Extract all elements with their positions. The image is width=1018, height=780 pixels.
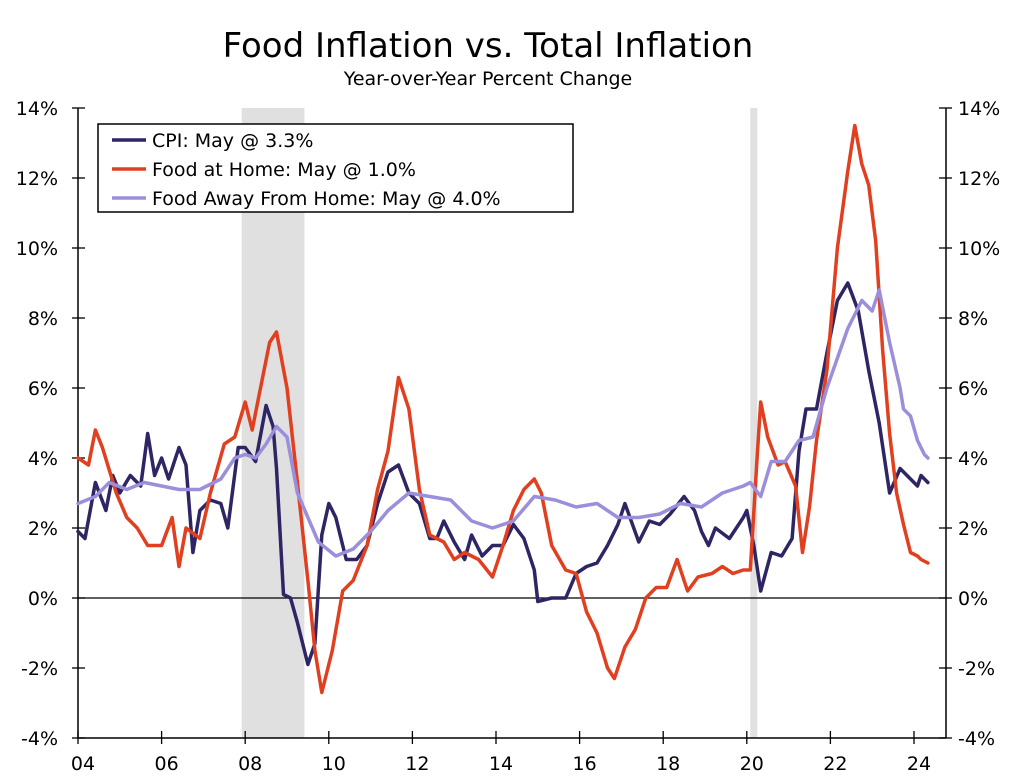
series-line <box>76 288 930 558</box>
chart-title: Food Inflation vs. Total Inflation <box>223 26 754 66</box>
series-lines <box>76 123 930 695</box>
x-tick-label: 12 <box>405 753 429 775</box>
y-tick-label-left: 4% <box>28 448 58 470</box>
recession-band <box>750 108 758 738</box>
x-tick-label: 04 <box>71 753 95 775</box>
y-tick-label-left: 10% <box>16 238 58 260</box>
y-tick-label-right: 4% <box>958 448 988 470</box>
x-tick-label: 24 <box>907 753 931 775</box>
y-tick-label-left: -2% <box>21 658 58 680</box>
y-tick-label-right: 12% <box>958 168 1000 190</box>
chart-subtitle: Year-over-Year Percent Change <box>343 68 633 90</box>
y-tick-label-left: 6% <box>28 378 58 400</box>
y-tick-label-left: 14% <box>16 98 58 120</box>
legend-label: CPI: May @ 3.3% <box>152 130 313 152</box>
series-line <box>76 281 930 667</box>
x-tick-label: 22 <box>823 753 847 775</box>
x-tick-label: 20 <box>740 753 764 775</box>
legend-label: Food Away From Home: May @ 4.0% <box>152 188 501 210</box>
legend-box <box>97 123 574 213</box>
y-tick-label-right: 10% <box>958 238 1000 260</box>
y-tick-label-right: 2% <box>958 518 988 540</box>
legend-label: Food at Home: May @ 1.0% <box>152 159 416 181</box>
x-tick-label: 10 <box>322 753 346 775</box>
y-tick-label-right: 6% <box>958 378 988 400</box>
y-tick-label-left: 0% <box>28 588 58 610</box>
x-tick-label: 08 <box>238 753 262 775</box>
y-tick-label-left: -4% <box>21 728 58 750</box>
y-tick-label-right: -2% <box>958 658 995 680</box>
y-tick-label-left: 12% <box>16 168 58 190</box>
x-tick-label: 18 <box>656 753 680 775</box>
y-tick-label-left: 8% <box>28 308 58 330</box>
y-tick-label-right: 0% <box>958 588 988 610</box>
axes: 14% 14% 12% 12% 10% 10% 8% 8% 6% 6% 4% 4% 2% 2% 0% 0% -2… <box>16 98 1000 775</box>
series-line <box>76 123 930 695</box>
y-tick-label-right: 14% <box>958 98 1000 120</box>
x-tick-label: 06 <box>155 753 179 775</box>
x-tick-label: 16 <box>573 753 597 775</box>
y-tick-label-left: 2% <box>28 518 58 540</box>
y-tick-label-right: -4% <box>958 728 995 750</box>
x-tick-label: 14 <box>489 753 513 775</box>
y-tick-label-right: 8% <box>958 308 988 330</box>
legend: CPI: May @ 3.3% Food at Home: May @ 1.0% F… <box>97 123 574 213</box>
